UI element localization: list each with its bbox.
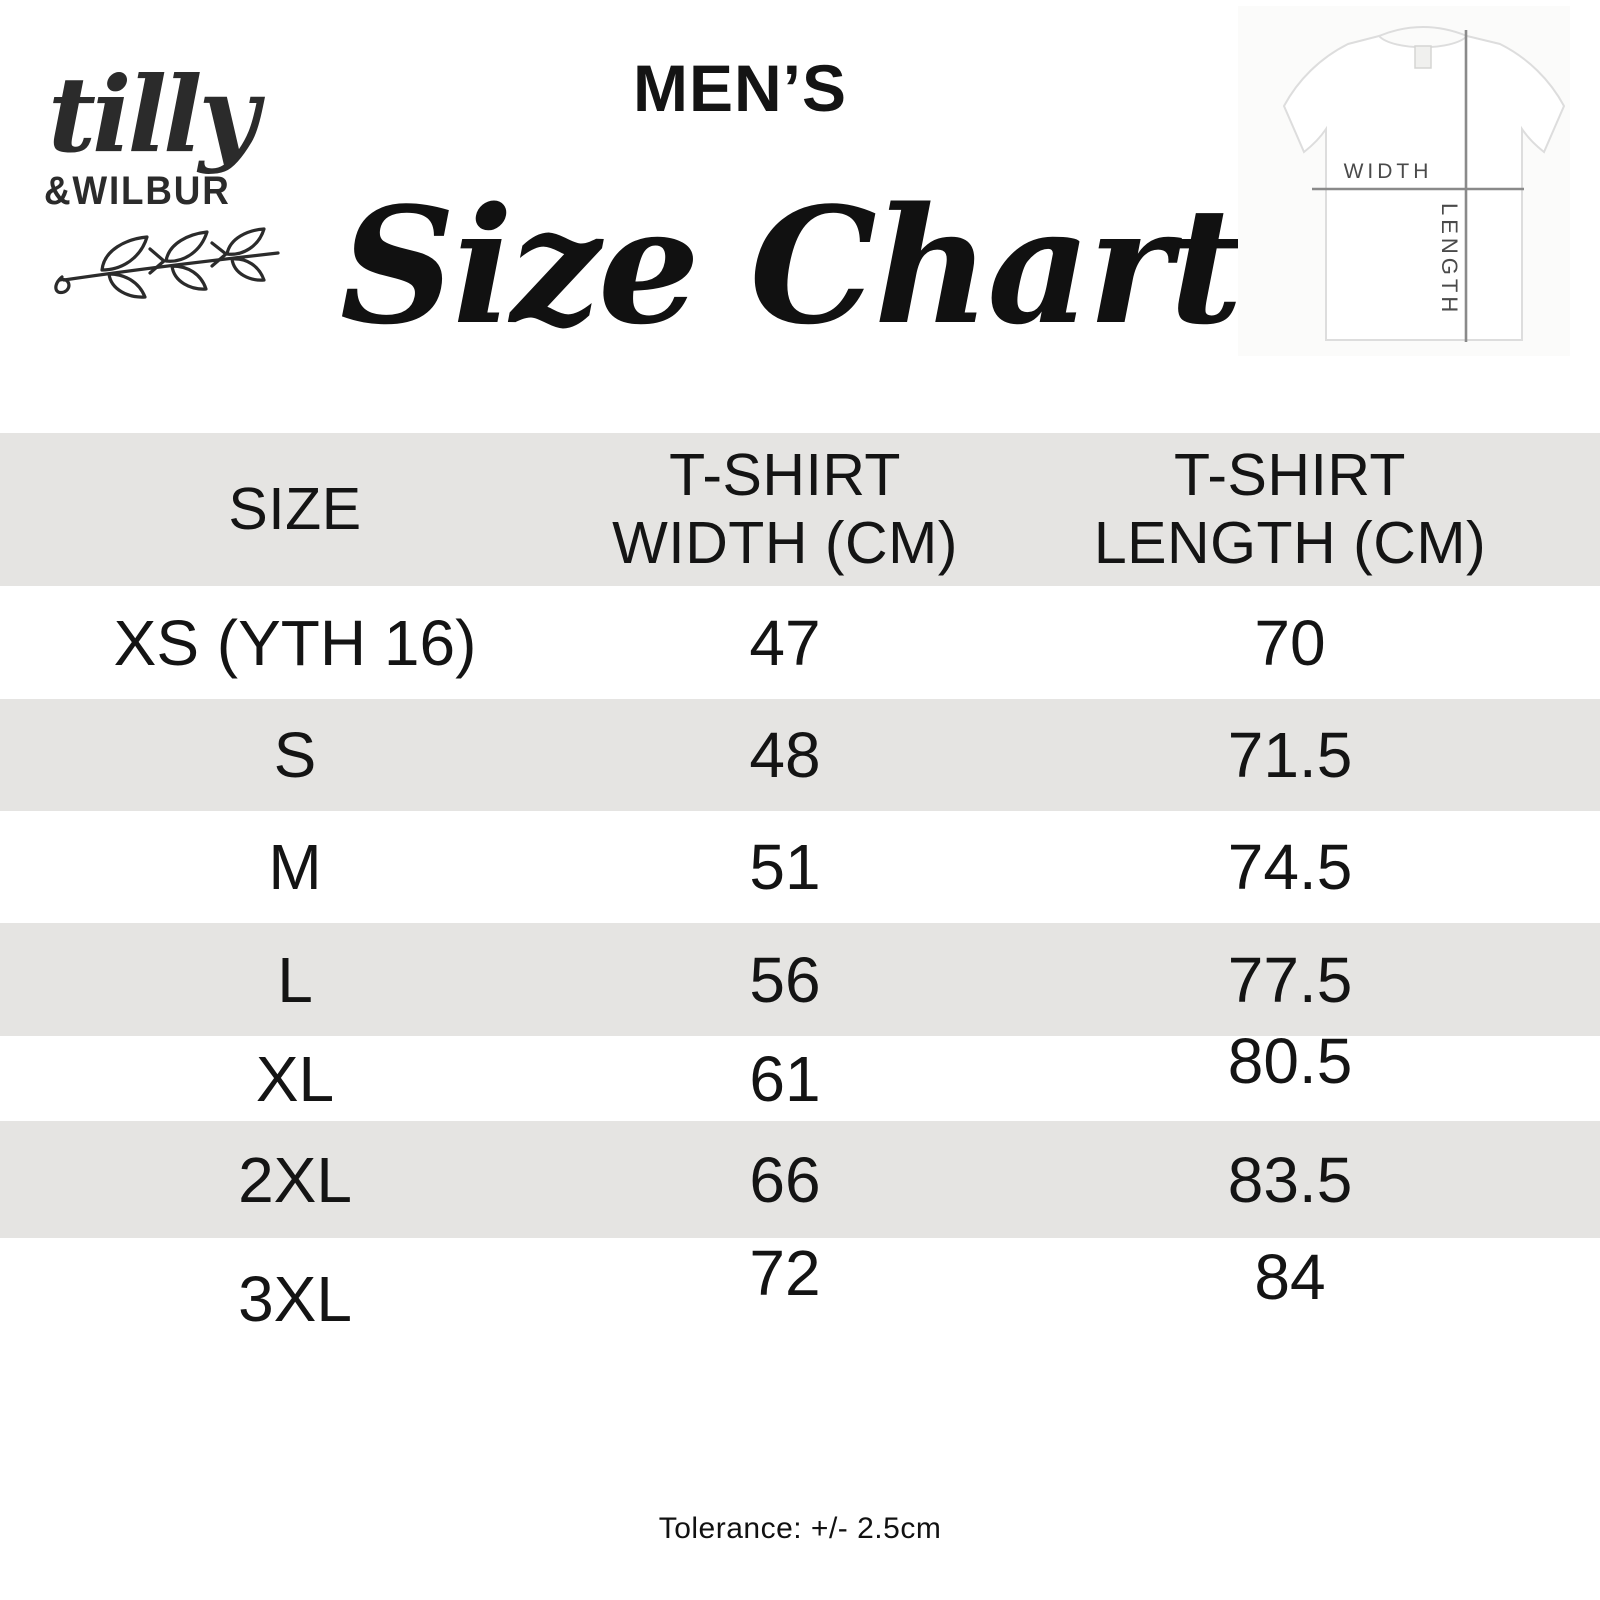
tee-neck-tag (1414, 45, 1432, 69)
column-header-size: SIZE (228, 475, 362, 542)
width-cell: 61 (749, 1042, 821, 1115)
table-row: XL 61 80.5 (0, 1025, 1600, 1121)
column-header-width: T-SHIRT WIDTH (CM) (612, 441, 958, 576)
length-cell: 83.5 (1227, 1143, 1353, 1216)
tee-collar-line (1378, 26, 1468, 37)
width-cell: 47 (749, 606, 821, 679)
size-cell: XL (255, 1042, 335, 1115)
width-cell: 51 (749, 831, 821, 903)
length-cell: 74.5 (1227, 831, 1353, 903)
width-cell: 48 (749, 719, 821, 791)
page-title: Size Chart (339, 172, 1243, 360)
table-row: 3XL 72 84 (0, 1237, 1600, 1360)
length-label: LENGTH (1437, 203, 1462, 316)
size-table: SIZE T-SHIRT WIDTH (CM) T-SHIRT LENGTH (… (0, 433, 1600, 1360)
brand-logo: tilly &WILBUR (44, 60, 324, 307)
size-cell: M (268, 831, 322, 903)
table-row: S 48 71.5 (0, 699, 1600, 811)
size-cell: S (273, 719, 317, 791)
table-header-row: SIZE T-SHIRT WIDTH (CM) T-SHIRT LENGTH (… (0, 433, 1600, 586)
category-title: MEN’S (632, 51, 848, 125)
table-row: L 56 77.5 (0, 923, 1600, 1036)
size-cell: 3XL (238, 1263, 352, 1335)
brand-name-caps: &WILBUR (44, 169, 231, 214)
laurel-branch-icon (46, 222, 324, 307)
table-row: 2XL 66 83.5 (0, 1121, 1600, 1238)
length-cell: 80.5 (1227, 1024, 1353, 1097)
size-cell: 2XL (238, 1143, 352, 1216)
brand-name-script: tilly (48, 53, 259, 176)
column-header-length: T-SHIRT LENGTH (CM) (1093, 441, 1487, 576)
length-cell: 84 (1254, 1241, 1326, 1313)
width-cell: 66 (749, 1143, 821, 1216)
table-row: XS (YTH 16) 47 70 (0, 586, 1600, 699)
width-cell: 56 (749, 943, 821, 1016)
width-cell: 72 (749, 1237, 821, 1309)
size-cell: L (277, 943, 313, 1016)
size-cell: XS (YTH 16) (113, 606, 477, 679)
tolerance-note: Tolerance: +/- 2.5cm (658, 1512, 942, 1545)
length-cell: 70 (1254, 606, 1326, 679)
width-label: WIDTH (1344, 160, 1433, 183)
length-cell: 71.5 (1227, 719, 1353, 791)
table-row: M 51 74.5 (0, 811, 1600, 923)
tshirt-diagram: WIDTH LENGTH (1238, 6, 1570, 361)
length-cell: 77.5 (1227, 943, 1353, 1016)
